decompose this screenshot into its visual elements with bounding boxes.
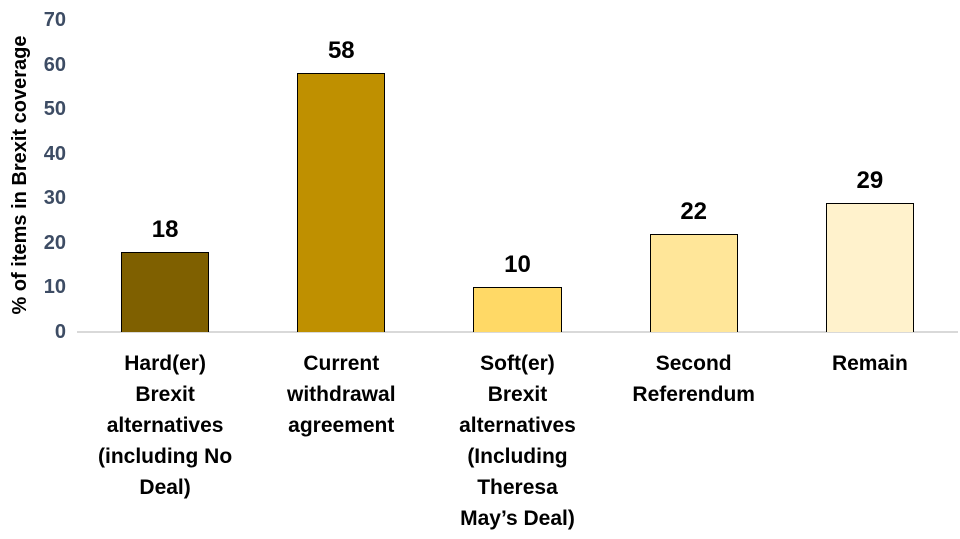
y-tick-label: 50	[43, 98, 66, 121]
y-tick-label: 20	[43, 231, 66, 254]
bar-value-label: 58	[327, 37, 355, 65]
x-category-label-line: Current	[303, 352, 380, 375]
y-tick-label: 60	[43, 53, 66, 76]
bar	[649, 233, 738, 332]
y-tick-label: 0	[54, 321, 66, 343]
x-category-label-line: Deal)	[139, 476, 191, 499]
bar	[825, 202, 914, 332]
y-tick-label: 70	[43, 9, 66, 31]
x-category-label-line: (including No	[98, 445, 233, 468]
x-category-label: Soft(er) Brexit alternatives (Including Ther…	[429, 348, 605, 534]
bar	[297, 73, 386, 332]
x-category-label: Hard(er) Brexit alternatives (including No D…	[77, 348, 253, 503]
y-tick-label: 30	[43, 187, 66, 210]
x-category-label: Remain	[782, 348, 958, 379]
bar-value-label: 18	[151, 215, 179, 243]
x-category-label-line: Theresa	[477, 476, 558, 499]
x-category-label-line: Hard(er)	[124, 352, 206, 375]
x-category-label-line: Second	[655, 352, 732, 375]
x-category-label-line: alternatives	[106, 414, 224, 437]
x-category-label-line: Remain	[831, 352, 908, 375]
x-axis-line	[77, 331, 958, 333]
bar	[121, 251, 210, 332]
x-category-label-line: withdrawal	[287, 383, 396, 406]
y-tick-label: 40	[43, 142, 66, 165]
x-category-label-line: Brexit	[487, 383, 548, 406]
bar-value-label: 22	[680, 197, 708, 225]
bar-value-label: 10	[504, 251, 531, 279]
bar-value-label: 29	[856, 166, 884, 194]
x-category-label: Second Referendum	[606, 348, 782, 410]
bar	[473, 287, 562, 332]
x-category-label-line: alternatives	[459, 414, 576, 437]
x-category-label-line: agreement	[288, 414, 395, 437]
x-category-label-line: May’s Deal)	[460, 507, 575, 530]
x-category-label-line: Soft(er)	[480, 352, 555, 375]
x-category-label-line: (Including	[467, 445, 568, 468]
x-category-label-line: Referendum	[632, 383, 755, 406]
x-category-label: Current withdrawal agreement	[253, 348, 429, 441]
y-tick-label: 10	[43, 276, 66, 299]
x-category-label-line: Brexit	[135, 383, 195, 406]
